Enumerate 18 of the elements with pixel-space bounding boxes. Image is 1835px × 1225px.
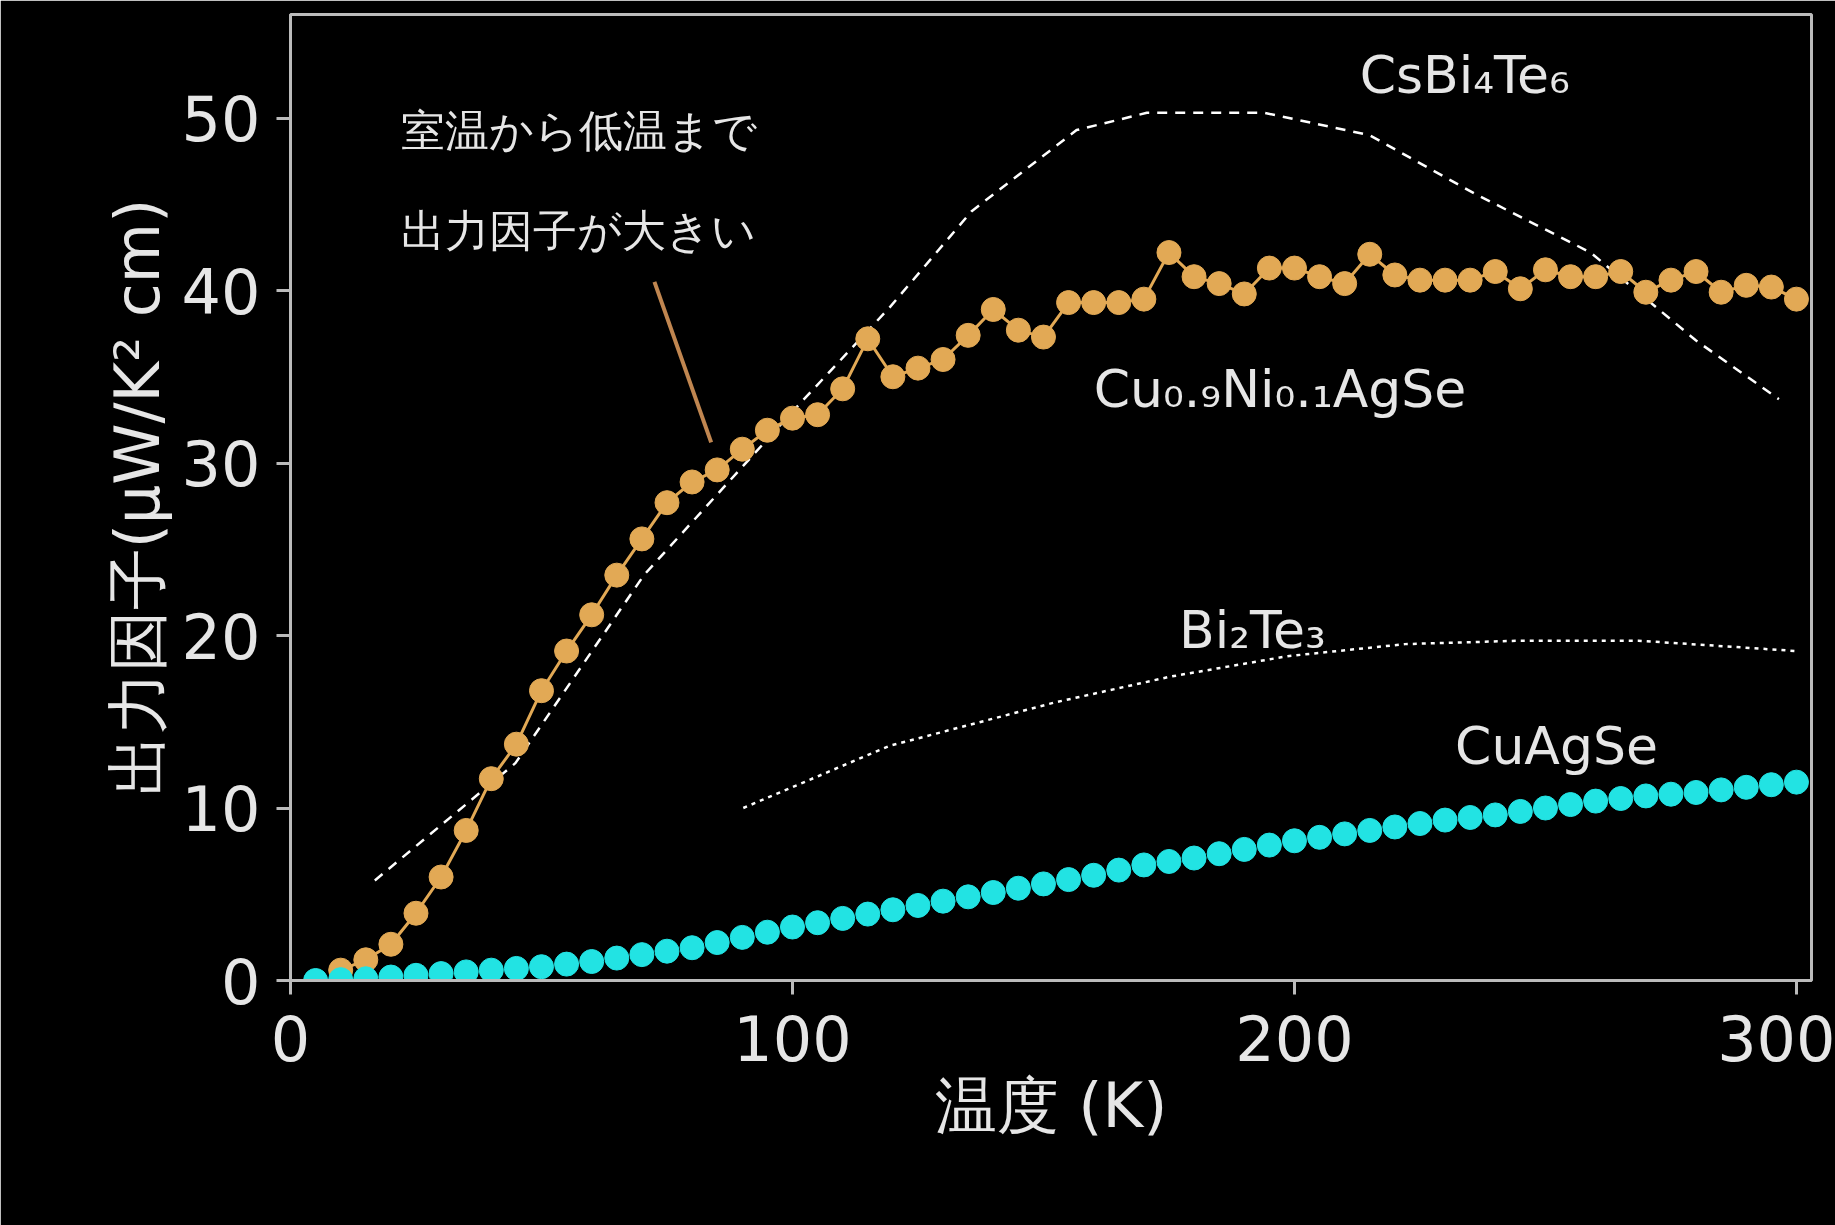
y-tick-label: 30 [181,428,261,501]
x-tick-label: 200 [1235,1002,1354,1076]
x-tick-label: 0 [270,1002,311,1076]
y-tick-label: 50 [181,83,261,156]
series-label: CsBi₄Te₆ [1359,44,1570,105]
y-axis-title: 出力因子(μW/K² cm) [100,198,174,797]
y-tick-label: 40 [181,255,261,329]
y-tick-label: 10 [181,773,261,846]
annotation: 出力因子が大きい [400,204,756,256]
y-tick-label: 0 [221,945,261,1019]
series-label: CuAgSe [1455,715,1658,776]
y-tick-label: 20 [181,600,261,674]
annotation: 室温から低温まで [400,104,757,156]
x-tick-label: 100 [733,1002,852,1076]
series-label: Cu₀.₉Ni₀.₁AgSe [1093,358,1467,419]
x-tick-label: 300 [1717,1002,1835,1076]
series-label: Bi₂Te₃ [1179,600,1326,661]
x-axis-title: 温度 (K) [934,1068,1168,1142]
